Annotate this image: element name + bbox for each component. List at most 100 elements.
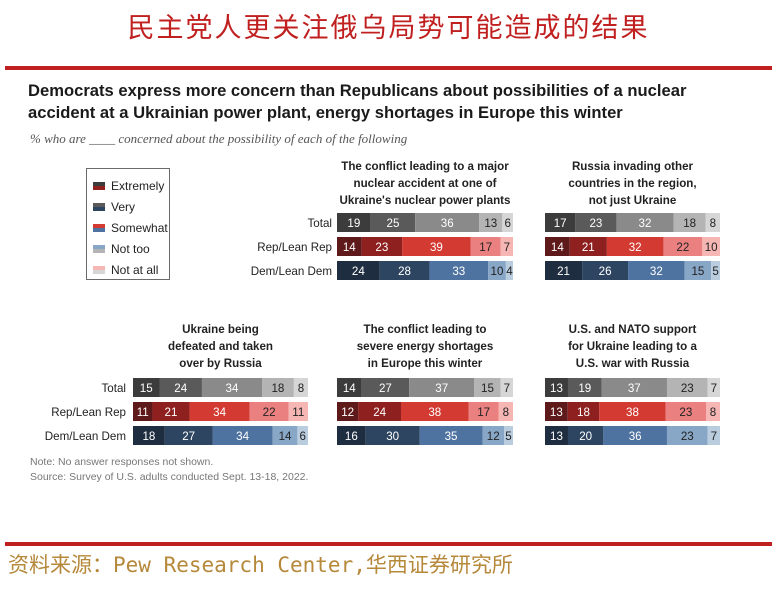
data-label-not-too-dem-lean-dem: 23 <box>681 430 694 443</box>
bar-not-too-rep-lean-rep <box>665 402 706 421</box>
data-label-very-dem-lean-dem: 26 <box>599 265 612 278</box>
legend-label: Somewhat <box>111 220 168 235</box>
bar-not-at-all-total <box>502 213 513 232</box>
chart-headline: Democrats express more concern than Repu… <box>28 80 763 124</box>
headline-line-1: Democrats express more concern than Repu… <box>28 81 687 100</box>
data-label-not-too-rep-lean-rep: 22 <box>676 241 689 254</box>
chart-note: Note: No answer responses not shown. <box>30 456 214 468</box>
chart-3-title-line: defeated and taken <box>168 340 273 353</box>
bar-not-too-rep-lean-rep <box>249 402 289 421</box>
bottom-red-rule <box>5 542 772 546</box>
bar-not-at-all-dem-lean-dem <box>707 426 720 445</box>
data-label-very-total: 24 <box>174 382 187 395</box>
bar-very-dem-lean-dem <box>164 426 213 445</box>
bar-somewhat-dem-lean-dem <box>419 426 483 445</box>
data-label-not-too-rep-lean-rep: 23 <box>679 406 692 419</box>
data-label-not-at-all-total: 7 <box>504 382 510 395</box>
data-label-not-at-all-dem-lean-dem: 5 <box>712 265 718 278</box>
data-label-extremely-rep-lean-rep: 11 <box>137 406 149 419</box>
data-label-not-too-total: 13 <box>484 217 497 230</box>
bar-very-total <box>361 378 410 397</box>
data-label-not-at-all-rep-lean-rep: 10 <box>705 241 718 254</box>
bar-very-rep-lean-rep <box>567 402 600 421</box>
data-label-very-dem-lean-dem: 28 <box>398 265 411 278</box>
bar-very-dem-lean-dem <box>567 426 604 445</box>
data-label-not-at-all-dem-lean-dem: 4 <box>506 265 513 278</box>
legend-item-extremely: Extremely <box>87 175 169 196</box>
chart-3-title-line: Ukraine being <box>182 323 259 336</box>
data-label-not-at-all-rep-lean-rep: 11 <box>292 406 304 419</box>
bar-not-at-all-total <box>705 213 720 232</box>
bar-somewhat-dem-lean-dem <box>212 426 273 445</box>
data-label-not-too-total: 15 <box>481 382 494 395</box>
bar-extremely-rep-lean-rep <box>545 237 570 256</box>
data-label-not-at-all-rep-lean-rep: 8 <box>710 406 716 419</box>
data-label-not-at-all-total: 7 <box>711 382 717 395</box>
bar-not-too-dem-lean-dem <box>684 261 712 280</box>
bar-not-too-dem-lean-dem <box>272 426 298 445</box>
bar-not-at-all-dem-lean-dem <box>711 261 720 280</box>
data-label-somewhat-total: 37 <box>435 382 448 395</box>
data-label-very-rep-lean-rep: 21 <box>582 241 595 254</box>
bar-extremely-rep-lean-rep <box>133 402 153 421</box>
headline-line-2: accident at a Ukrainian power plant, ene… <box>28 103 623 122</box>
chart-4-title-line: The conflict leading to <box>363 323 486 336</box>
bar-not-at-all-dem-lean-dem <box>504 426 513 445</box>
data-label-not-too-total: 23 <box>681 382 694 395</box>
chart-4-title-line: in Europe this winter <box>368 357 483 370</box>
data-label-somewhat-total: 36 <box>441 217 454 230</box>
banner-title: 民主党人更关注俄乌局势可能造成的结果 <box>127 13 650 44</box>
bar-not-at-all-total <box>707 378 720 397</box>
data-label-not-too-total: 18 <box>271 382 284 395</box>
data-label-not-too-dem-lean-dem: 12 <box>487 430 500 443</box>
bar-extremely-dem-lean-dem <box>337 426 366 445</box>
bar-not-at-all-rep-lean-rep <box>500 237 513 256</box>
bar-extremely-total <box>545 213 576 232</box>
data-label-extremely-dem-lean-dem: 21 <box>557 265 570 278</box>
bar-extremely-dem-lean-dem <box>133 426 165 445</box>
data-label-somewhat-rep-lean-rep: 34 <box>213 406 226 419</box>
bar-very-dem-lean-dem <box>365 426 420 445</box>
bar-extremely-total <box>545 378 568 397</box>
bar-extremely-dem-lean-dem <box>337 261 380 280</box>
data-label-somewhat-dem-lean-dem: 35 <box>445 430 458 443</box>
bar-very-rep-lean-rep <box>361 237 403 256</box>
bar-not-at-all-rep-lean-rep <box>288 402 308 421</box>
data-label-very-rep-lean-rep: 18 <box>577 406 590 419</box>
bar-not-too-total <box>262 378 294 397</box>
data-label-extremely-rep-lean-rep: 14 <box>343 241 356 254</box>
data-label-not-at-all-total: 8 <box>298 382 304 395</box>
data-label-very-total: 27 <box>379 382 392 395</box>
chart-1-title-line: Ukraine's nuclear power plants <box>340 194 511 207</box>
bar-somewhat-dem-lean-dem <box>628 261 685 280</box>
bar-very-total <box>575 213 617 232</box>
bar-somewhat-rep-lean-rep <box>401 402 469 421</box>
chart-5-title-line: U.S. and NATO support <box>569 323 697 336</box>
bar-not-at-all-total <box>500 378 513 397</box>
data-label-not-at-all-dem-lean-dem: 5 <box>505 430 511 443</box>
legend-swatch-not-at-all <box>93 265 105 274</box>
legend-item-not-at-all: Not at all <box>87 259 169 280</box>
data-label-very-dem-lean-dem: 27 <box>182 430 195 443</box>
bar-somewhat-total <box>409 378 475 397</box>
data-label-not-at-all-rep-lean-rep: 8 <box>503 406 509 419</box>
bar-not-too-total <box>474 378 501 397</box>
legend-label: Not too <box>111 241 150 256</box>
legend-swatch-not-too <box>93 244 105 253</box>
data-label-not-at-all-dem-lean-dem: 7 <box>711 430 717 443</box>
top-red-rule <box>5 66 772 70</box>
data-label-extremely-dem-lean-dem: 13 <box>550 430 563 443</box>
bar-not-at-all-total <box>293 378 308 397</box>
bar-somewhat-total <box>415 213 480 232</box>
bar-not-at-all-rep-lean-rep <box>498 402 513 421</box>
data-label-somewhat-total: 32 <box>639 217 652 230</box>
chart-2-title-line: Russia invading other <box>572 160 694 173</box>
legend-swatch-extremely <box>93 181 105 190</box>
data-label-somewhat-dem-lean-dem: 34 <box>236 430 249 443</box>
data-label-somewhat-rep-lean-rep: 32 <box>629 241 642 254</box>
bar-not-at-all-rep-lean-rep <box>702 237 720 256</box>
category-label-rep-lean-rep: Rep/Lean Rep <box>51 406 126 419</box>
chart-2-title-line: countries in the region, <box>568 177 696 190</box>
legend-item-somewhat: Somewhat <box>87 217 169 238</box>
category-label-total: Total <box>102 382 127 395</box>
